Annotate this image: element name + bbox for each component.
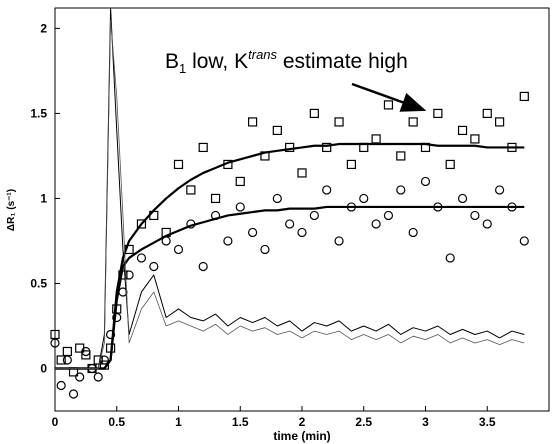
- square-point: [445, 159, 455, 170]
- circle-point: [272, 193, 282, 204]
- circle-point: [359, 193, 369, 204]
- square-point: [93, 355, 103, 365]
- circle-point: [68, 389, 79, 399]
- circle-point: [62, 355, 72, 365]
- y-axis-label: ΔR₁ (s⁻¹): [6, 189, 17, 231]
- square-point: [519, 91, 529, 102]
- circle-point: [235, 202, 245, 212]
- square-point: [62, 346, 72, 357]
- annotation: B1 low, Ktrans estimate high: [165, 47, 408, 76]
- curve: [55, 7, 525, 369]
- circle-point: [149, 261, 159, 272]
- x-tick-label: 0.5: [108, 415, 125, 429]
- y-tick-label: 1.5: [30, 106, 47, 120]
- square-point: [334, 117, 344, 127]
- square-point: [81, 350, 91, 360]
- curve: [55, 19, 525, 369]
- annotation-part: trans: [248, 47, 277, 62]
- y-tick-label: 2: [40, 21, 47, 35]
- square-point: [457, 125, 468, 136]
- circle-point: [112, 312, 122, 323]
- circle-point: [81, 346, 91, 357]
- square-point: [470, 134, 480, 144]
- circle-point: [75, 372, 85, 382]
- x-tick-label: 3: [422, 415, 429, 429]
- square-point: [433, 108, 443, 119]
- square-point: [383, 100, 394, 110]
- circle-point: [297, 227, 307, 238]
- square-point: [482, 108, 492, 119]
- square-point: [235, 176, 245, 187]
- square-point: [371, 134, 381, 144]
- y-tick-label: 0.5: [30, 276, 47, 290]
- square-point: [248, 117, 258, 127]
- circle-point: [322, 185, 332, 195]
- x-tick-label: 1.5: [232, 415, 249, 429]
- circle-point: [457, 193, 468, 204]
- circle-point: [173, 244, 184, 255]
- square-point: [136, 219, 147, 229]
- annotation-part: 1: [179, 61, 186, 76]
- square-point: [285, 142, 295, 153]
- circle-point: [445, 253, 455, 263]
- square-point: [210, 193, 221, 204]
- circle-point: [260, 244, 270, 255]
- x-axis-label: time (min): [273, 429, 330, 443]
- y-tick-label: 0: [40, 361, 47, 375]
- circle-point: [495, 185, 505, 195]
- annotation-part: B: [165, 50, 179, 73]
- square-point: [198, 142, 208, 153]
- circle-point: [470, 210, 480, 221]
- square-point: [495, 117, 505, 127]
- annotation-arrow: [351, 82, 427, 112]
- x-tick-label: 0: [52, 415, 59, 429]
- square-point: [309, 108, 319, 119]
- circle-point: [223, 236, 233, 246]
- x-tick-label: 1: [175, 415, 182, 429]
- square-point: [346, 159, 356, 170]
- circle-point: [519, 236, 529, 246]
- square-point: [408, 117, 418, 127]
- square-point: [173, 159, 184, 170]
- square-point: [186, 185, 196, 195]
- annotation-part: estimate high: [277, 50, 408, 73]
- circle-point: [371, 219, 381, 229]
- y-tick-label: 1: [40, 191, 47, 205]
- circle-point: [198, 261, 208, 272]
- square-point: [297, 168, 307, 178]
- curve: [55, 205, 525, 370]
- annotation-part: low, K: [186, 50, 248, 73]
- circle-point: [50, 338, 60, 348]
- circle-point: [334, 236, 344, 246]
- x-tick-label: 2: [299, 415, 306, 429]
- circle-point: [248, 227, 258, 238]
- circle-point: [408, 227, 418, 238]
- circle-point: [285, 219, 295, 229]
- square-point: [322, 142, 332, 153]
- circle-point: [396, 185, 406, 195]
- circle-point: [309, 210, 319, 221]
- circle-point: [420, 176, 431, 187]
- square-point: [396, 151, 406, 161]
- square-point: [272, 125, 282, 136]
- circle-point: [93, 372, 103, 382]
- circle-point: [105, 329, 116, 340]
- circle-point: [136, 253, 147, 263]
- square-point: [56, 355, 66, 365]
- x-tick-label: 3.5: [479, 415, 496, 429]
- circle-point: [56, 380, 66, 391]
- circle-point: [383, 210, 394, 221]
- circle-point: [482, 219, 492, 229]
- x-tick-label: 2.5: [355, 415, 372, 429]
